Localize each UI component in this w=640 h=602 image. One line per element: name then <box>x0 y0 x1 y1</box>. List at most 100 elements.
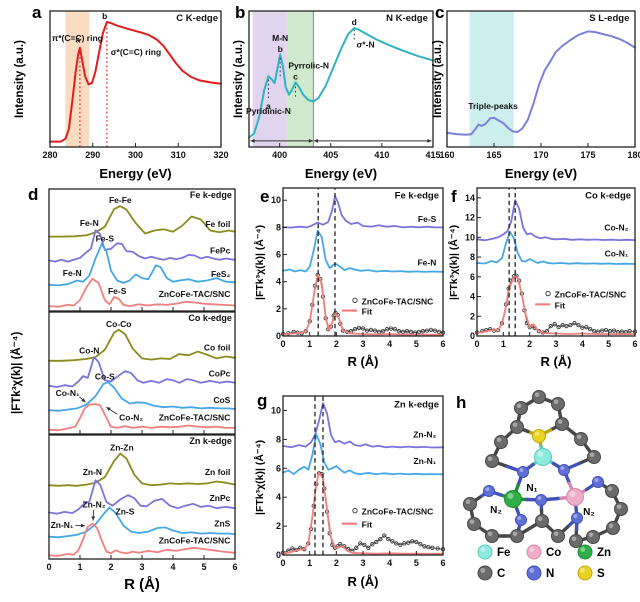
svg-text:8: 8 <box>276 434 281 444</box>
panel-d: d |FTk³χ(k)| (Å⁻⁴) Fe k-edge Fe foil FePc F… <box>2 168 250 602</box>
panel-a-xlabel: Energy (eV) <box>99 166 172 181</box>
molecular-structure-diagram: N₁ N₂ N₂ Fe Co Zn C N S <box>463 390 628 581</box>
panel-b: b Intensity (a.u.) a b M-N c d σ*-N Pyridinic-… <box>228 2 441 188</box>
svg-text:410: 410 <box>374 150 389 160</box>
svg-text:10: 10 <box>465 232 475 242</box>
svg-text:N₂: N₂ <box>490 505 502 516</box>
svg-text:Zn-Zn: Zn-Zn <box>110 442 134 452</box>
panel-c-xlabel: Energy (eV) <box>504 166 578 181</box>
svg-text:0: 0 <box>280 558 285 568</box>
svg-text:Fe-N: Fe-N <box>80 218 99 228</box>
panel-a: a Intensity (a.u.) a b π*(C=C) ring σ*(C=C)… <box>4 2 229 188</box>
panel-c-letter: c <box>435 3 445 22</box>
svg-text:Zn k-edge: Zn k-edge <box>394 400 439 411</box>
svg-text:Co-N₂: Co-N₂ <box>119 413 143 423</box>
svg-text:2: 2 <box>108 562 113 572</box>
svg-text:3: 3 <box>553 339 558 349</box>
svg-text:0: 0 <box>276 331 281 341</box>
svg-text:Co: Co <box>546 547 561 559</box>
panel-d-xlabel: R (Å) <box>124 576 160 593</box>
svg-text:Fit: Fit <box>362 307 373 317</box>
svg-text:ZnCoFe-TAC/SNC: ZnCoFe-TAC/SNC <box>159 535 231 545</box>
svg-text:Zn foil: Zn foil <box>205 467 231 477</box>
svg-text:2: 2 <box>276 304 281 314</box>
svg-text:Fe foil: Fe foil <box>205 219 230 229</box>
svg-text:Fe k-edge: Fe k-edge <box>395 190 439 201</box>
svg-text:415: 415 <box>425 150 440 160</box>
panel-d-co-chart: Co k-edge Co foil CoPc CoS ZnCoFe-TAC/SNC Co-… <box>48 311 236 435</box>
panel-f-ylabel: |FTk³χ(k)| (Å⁻⁴) <box>448 224 460 300</box>
panel-d-letter: d <box>28 185 39 204</box>
svg-text:FePc: FePc <box>210 246 231 256</box>
svg-text:6: 6 <box>632 339 637 349</box>
svg-text:C K-edge: C K-edge <box>176 13 218 24</box>
svg-text:8: 8 <box>276 222 281 232</box>
svg-text:6: 6 <box>276 463 281 473</box>
svg-text:N₁: N₁ <box>526 483 537 494</box>
svg-text:σ*-N: σ*-N <box>356 39 374 49</box>
svg-text:a: a <box>75 35 80 45</box>
svg-text:N K-edge: N K-edge <box>386 13 428 24</box>
svg-text:160: 160 <box>439 150 454 160</box>
svg-text:400: 400 <box>272 150 287 160</box>
svg-text:Fe-N: Fe-N <box>417 258 436 268</box>
svg-text:Zn-N₁: Zn-N₁ <box>51 520 74 530</box>
panel-d-zn-chart: Zn k-edge Zn foil ZnPc ZnS ZnCoFe-TAC/SNC Zn-… <box>46 434 238 572</box>
svg-text:0: 0 <box>474 339 479 349</box>
svg-text:5: 5 <box>606 339 611 349</box>
svg-text:Zn-N: Zn-N <box>83 467 102 477</box>
panel-h-letter: h <box>456 393 467 412</box>
svg-text:CoPc: CoPc <box>209 369 231 379</box>
svg-text:b: b <box>102 11 107 21</box>
svg-text:1: 1 <box>307 339 312 349</box>
panel-a-ylabel: Intensity (a.u.) <box>14 40 26 118</box>
svg-text:4: 4 <box>470 292 475 302</box>
svg-text:Co-N₁: Co-N₁ <box>56 388 80 398</box>
svg-text:S L-edge: S L-edge <box>589 13 629 24</box>
svg-text:C: C <box>497 568 505 580</box>
svg-text:Zn-N₁: Zn-N₁ <box>413 456 436 466</box>
panel-g-xlabel: R (Å) <box>347 574 379 589</box>
svg-text:S: S <box>597 568 605 580</box>
svg-text:Co-N₂: Co-N₂ <box>604 222 628 232</box>
panel-c: c Intensity (a.u.) Triple-peaks S L-edge 1… <box>430 2 640 188</box>
svg-text:π*(C=C) ring: π*(C=C) ring <box>52 33 103 43</box>
svg-text:Triple-peaks: Triple-peaks <box>468 101 518 111</box>
svg-text:1: 1 <box>307 558 312 568</box>
svg-text:170: 170 <box>533 150 548 160</box>
panel-f: f |FTk³χ(k)| (Å⁻⁴) Co k-edge Co-N₂ Co-N₁ Zn… <box>446 166 640 388</box>
panel-a-chart: a b π*(C=C) ring σ*(C=C) ring C K-edge 280 290… <box>42 10 229 160</box>
svg-text:4: 4 <box>387 339 392 349</box>
svg-text:Fe k-edge: Fe k-edge <box>190 190 232 200</box>
svg-text:Zn: Zn <box>597 547 611 559</box>
svg-text:1: 1 <box>501 339 506 349</box>
panel-e-ylabel: |FTk³χ(k)| (Å⁻⁴) <box>254 224 266 300</box>
svg-text:3: 3 <box>360 339 365 349</box>
svg-text:Co-S: Co-S <box>95 372 115 382</box>
panel-h: h N₁ N₂ N₂ Fe Co Zn C N S <box>446 388 640 602</box>
svg-text:0: 0 <box>470 331 475 341</box>
panel-f-letter: f <box>451 187 457 206</box>
svg-text:σ*(C=C) ring: σ*(C=C) ring <box>111 47 161 57</box>
panel-b-letter: b <box>235 3 246 22</box>
svg-text:5: 5 <box>414 558 419 568</box>
svg-text:FeS₂: FeS₂ <box>211 269 231 279</box>
panel-e-letter: e <box>260 187 270 206</box>
svg-text:2: 2 <box>334 339 339 349</box>
svg-text:c: c <box>293 71 298 81</box>
svg-text:1: 1 <box>77 562 82 572</box>
svg-text:Zn-N₂: Zn-N₂ <box>413 429 436 439</box>
svg-text:d: d <box>352 17 357 27</box>
svg-text:Co k-edge: Co k-edge <box>585 190 631 201</box>
panel-b-ylabel: Intensity (a.u.) <box>233 40 245 118</box>
svg-text:12: 12 <box>465 213 475 223</box>
svg-text:14: 14 <box>465 193 475 203</box>
svg-text:N: N <box>546 568 554 580</box>
svg-text:Fe-S: Fe-S <box>96 233 115 243</box>
svg-text:ZnCoFe-TAC/SNC: ZnCoFe-TAC/SNC <box>159 289 231 299</box>
svg-text:4: 4 <box>276 277 281 287</box>
svg-text:175: 175 <box>580 150 595 160</box>
svg-text:4: 4 <box>580 339 585 349</box>
svg-text:Fe-N: Fe-N <box>63 268 82 278</box>
